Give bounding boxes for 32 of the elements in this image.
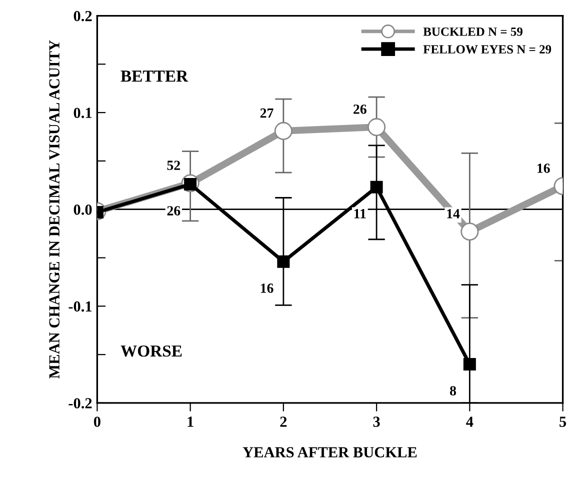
- y-axis-title: MEAN CHANGE IN DECIMAL VISUAL ACUITY: [49, 40, 60, 379]
- annotation: WORSE: [120, 345, 182, 357]
- x-axis-title: YEARS AFTER BUCKLE: [242, 447, 417, 458]
- x-tick-label: 4: [466, 416, 474, 427]
- annotation: 16: [538, 164, 550, 173]
- legend-label: FELLOW EYES N = 29: [423, 45, 552, 54]
- legend-label: BUCKLED N = 59: [423, 27, 522, 36]
- annotation: 26: [354, 104, 366, 114]
- x-tick-label: 3: [373, 416, 380, 427]
- annotation: 16: [260, 284, 274, 293]
- point: [463, 358, 476, 370]
- x-tick-label: 0: [94, 416, 100, 427]
- y-tick-label: 0.2: [74, 10, 92, 22]
- x-tick-label: 2: [280, 416, 287, 427]
- y-tick-label: -0.2: [68, 398, 92, 408]
- point: [274, 122, 292, 140]
- annotation: 27: [260, 108, 274, 118]
- x-tick-label: 5: [560, 416, 566, 427]
- y-tick-label: -0.1: [68, 301, 92, 312]
- annotation: 26: [167, 206, 180, 216]
- annotation: 14: [447, 209, 460, 218]
- annotation: 52: [167, 160, 180, 170]
- annotation: 8: [450, 386, 456, 396]
- y-tick-label: 0.0: [74, 204, 92, 215]
- point: [460, 222, 479, 241]
- y-tick-label: 0.1: [74, 108, 92, 118]
- annotation: BETTER: [120, 70, 188, 82]
- annotation: 11: [354, 209, 366, 218]
- point: [277, 255, 290, 268]
- point: [368, 118, 386, 136]
- x-tick-label: 1: [188, 416, 194, 427]
- point: [370, 180, 383, 194]
